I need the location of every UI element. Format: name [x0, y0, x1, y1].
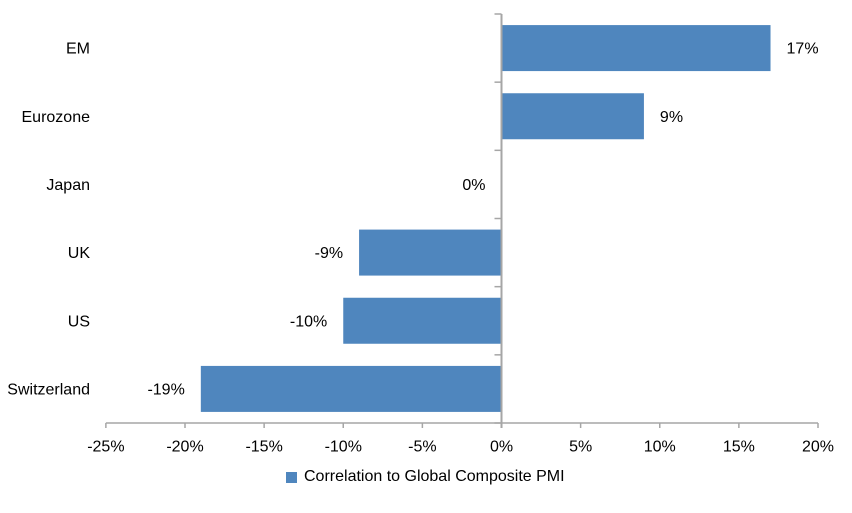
x-tick-label: -15% — [245, 439, 282, 456]
value-label: -10% — [290, 313, 327, 330]
bar — [200, 365, 502, 412]
x-tick-label: 5% — [569, 439, 592, 456]
x-tick-label: -10% — [325, 439, 362, 456]
x-tick-label: 0% — [490, 439, 513, 456]
value-label: -9% — [315, 245, 343, 262]
value-label: 0% — [462, 177, 485, 194]
legend: Correlation to Global Composite PMI — [286, 468, 565, 486]
x-tick-label: -20% — [166, 439, 203, 456]
x-tick-label: 20% — [802, 439, 834, 456]
x-tick-label: -5% — [408, 439, 436, 456]
x-tick-label: -25% — [87, 439, 124, 456]
category-label: Switzerland — [7, 381, 90, 398]
category-label: Japan — [46, 177, 90, 194]
legend-swatch — [286, 471, 297, 483]
legend-label: Correlation to Global Composite PMI — [304, 468, 565, 485]
x-tick-label: 10% — [644, 439, 676, 456]
category-label: Eurozone — [22, 109, 91, 126]
category-label: EM — [66, 41, 90, 58]
bar — [343, 297, 502, 344]
x-tick-label: 15% — [723, 439, 755, 456]
value-label: -19% — [147, 381, 184, 398]
bar — [501, 25, 771, 72]
category-label: UK — [68, 245, 91, 262]
bar — [501, 93, 644, 140]
category-label: US — [68, 313, 90, 330]
bar — [359, 229, 502, 276]
value-label: 17% — [787, 41, 819, 58]
value-label: 9% — [660, 109, 683, 126]
